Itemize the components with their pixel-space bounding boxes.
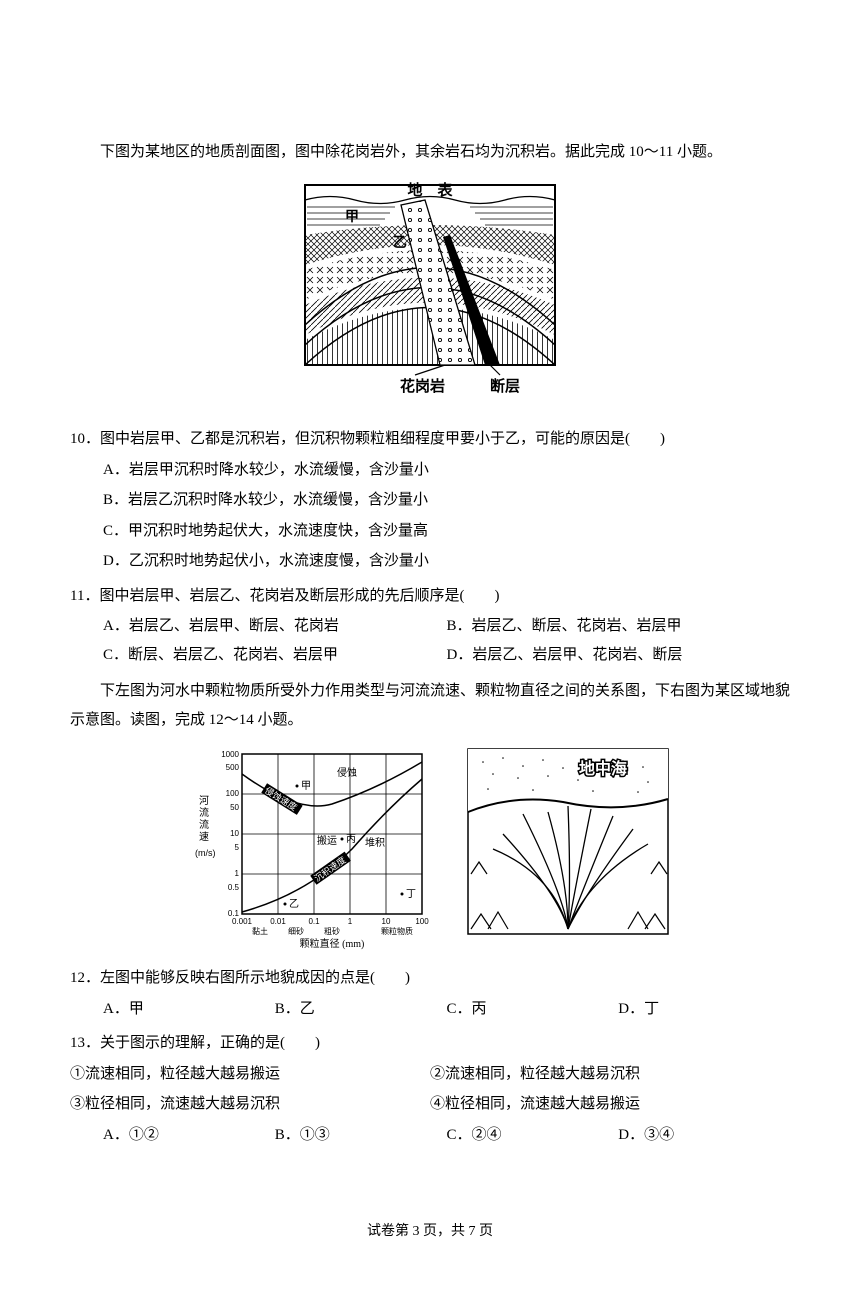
q10-opt-c[interactable]: C．甲沉积时地势起伏大，水流速度快，含沙量高 bbox=[103, 517, 790, 546]
figure-geology-cross-section: 地 表 bbox=[70, 175, 790, 416]
figure-pair-12-14: 侵蚀 搬运 堆积 侵蚀速度 沉积速度 甲 乙 丙 丁 1000 bbox=[70, 744, 790, 954]
svg-text:100: 100 bbox=[415, 917, 429, 926]
q11-stem: 11．图中岩层甲、岩层乙、花岗岩及断层形成的先后顺序是( ) bbox=[70, 582, 790, 611]
svg-text:河: 河 bbox=[199, 795, 209, 807]
point-ding: 丁 bbox=[406, 889, 416, 900]
q13-s3: ③粒径相同，流速越大越易沉积 bbox=[70, 1090, 430, 1119]
svg-text:100: 100 bbox=[226, 789, 240, 798]
svg-text:流: 流 bbox=[199, 818, 209, 831]
svg-text:1: 1 bbox=[348, 917, 353, 926]
passage-intro-10-11: 下图为某地区的地质剖面图，图中除花岗岩外，其余岩石均为沉积岩。据此完成 10～1… bbox=[70, 138, 790, 167]
q12-opt-d[interactable]: D．丁 bbox=[618, 995, 790, 1024]
q10-opt-a[interactable]: A．岩层甲沉积时降水较少，水流缓慢，含沙量小 bbox=[103, 456, 790, 485]
region-carry: 搬运 bbox=[317, 834, 337, 847]
svg-text:10: 10 bbox=[382, 917, 391, 926]
svg-text:10: 10 bbox=[230, 829, 239, 838]
q10-options: A．岩层甲沉积时降水较少，水流缓慢，含沙量小 B．岩层乙沉积时降水较少，水流缓慢… bbox=[103, 456, 790, 576]
q13-opt-a[interactable]: A．①② bbox=[103, 1121, 275, 1150]
point-jia: 甲 bbox=[301, 781, 311, 792]
q11-opt-c[interactable]: C．断层、岩层乙、花岗岩、岩层甲 bbox=[103, 641, 447, 670]
svg-text:颗粒物质: 颗粒物质 bbox=[381, 926, 413, 936]
q10-stem: 10．图中岩层甲、乙都是沉积岩，但沉积物颗粒粗细程度甲要小于乙，可能的原因是( … bbox=[70, 425, 790, 454]
label-granite: 花岗岩 bbox=[400, 377, 445, 395]
q12-stem: 12．左图中能够反映右图所示地貌成因的点是( ) bbox=[70, 964, 790, 993]
geology-svg: 地 表 bbox=[275, 175, 585, 405]
x-sublabels: 黏土 细砂 粗砂 颗粒物质 bbox=[252, 926, 413, 936]
y-ticks: 1000 500 100 50 10 5 1 0.5 0.1 bbox=[221, 750, 239, 918]
q10-opt-b[interactable]: B．岩层乙沉积时降水较少，水流缓慢，含沙量小 bbox=[103, 486, 790, 515]
q13-s4: ④粒径相同，流速越大越易搬运 bbox=[430, 1090, 790, 1119]
region-deposit: 堆积 bbox=[365, 837, 385, 849]
svg-text:0.1: 0.1 bbox=[309, 917, 321, 926]
delta-map: 地中海 bbox=[463, 744, 673, 944]
q12-options: A．甲 B．乙 C．丙 D．丁 bbox=[103, 995, 790, 1024]
x-axis-title: 颗粒直径 (mm) bbox=[300, 937, 365, 950]
svg-text:流: 流 bbox=[199, 806, 209, 819]
y-axis-title: 河 流 流 速 (m/s) bbox=[195, 795, 216, 858]
label-yi: 乙 bbox=[393, 235, 407, 251]
q13-statements: ①流速相同，粒径越大越易搬运 ②流速相同，粒径越大越易沉积 ③粒径相同，流速越大… bbox=[70, 1060, 790, 1119]
q13-options: A．①② B．①③ C．②④ D．③④ bbox=[103, 1121, 790, 1150]
svg-text:黏土: 黏土 bbox=[252, 926, 268, 936]
svg-text:细砂: 细砂 bbox=[288, 926, 304, 936]
x-ticks: 0.001 0.01 0.1 1 10 100 bbox=[232, 917, 429, 926]
svg-text:速: 速 bbox=[199, 831, 209, 843]
q11-opt-a[interactable]: A．岩层乙、岩层甲、断层、花岗岩 bbox=[103, 612, 447, 641]
q13-s2: ②流速相同，粒径越大越易沉积 bbox=[430, 1060, 790, 1089]
svg-text:5: 5 bbox=[235, 843, 240, 852]
point-yi: 乙 bbox=[289, 898, 299, 910]
label-jia: 甲 bbox=[345, 209, 359, 225]
q13-stem: 13．关于图示的理解，正确的是( ) bbox=[70, 1029, 790, 1058]
svg-text:0.01: 0.01 bbox=[270, 917, 286, 926]
q12-opt-c[interactable]: C．丙 bbox=[447, 995, 619, 1024]
q12-opt-b[interactable]: B．乙 bbox=[275, 995, 447, 1024]
q13-opt-d[interactable]: D．③④ bbox=[618, 1121, 790, 1150]
label-fault: 断层 bbox=[490, 377, 520, 395]
svg-text:500: 500 bbox=[226, 763, 240, 772]
page-footer: 试卷第 3 页，共 7 页 bbox=[70, 1219, 790, 1246]
svg-text:粗砂: 粗砂 bbox=[324, 926, 340, 936]
river-particle-chart: 侵蚀 搬运 堆积 侵蚀速度 沉积速度 甲 乙 丙 丁 1000 bbox=[187, 744, 447, 954]
q10-opt-d[interactable]: D．乙沉积时地势起伏小，水流速度慢，含沙量小 bbox=[103, 547, 790, 576]
q13-opt-c[interactable]: C．②④ bbox=[447, 1121, 619, 1150]
sea-title: 地中海 bbox=[573, 758, 633, 778]
svg-text:0.5: 0.5 bbox=[228, 883, 240, 892]
svg-text:地中海: 地中海 bbox=[579, 759, 627, 778]
svg-text:50: 50 bbox=[230, 803, 239, 812]
q13-opt-b[interactable]: B．①③ bbox=[275, 1121, 447, 1150]
svg-text:1: 1 bbox=[235, 869, 240, 878]
point-bing: 丙 bbox=[346, 834, 356, 845]
svg-text:(m/s): (m/s) bbox=[195, 848, 216, 858]
region-erode: 侵蚀 bbox=[337, 766, 357, 779]
q13-s1: ①流速相同，粒径越大越易搬运 bbox=[70, 1060, 430, 1089]
svg-text:1000: 1000 bbox=[221, 750, 239, 759]
q11-opt-d[interactable]: D．岩层乙、岩层甲、花岗岩、断层 bbox=[447, 641, 791, 670]
surface-label: 地 表 bbox=[407, 181, 453, 199]
q11-options: A．岩层乙、岩层甲、断层、花岗岩 B．岩层乙、断层、花岗岩、岩层甲 C．断层、岩… bbox=[103, 612, 790, 669]
q11-opt-b[interactable]: B．岩层乙、断层、花岗岩、岩层甲 bbox=[447, 612, 791, 641]
q12-opt-a[interactable]: A．甲 bbox=[103, 995, 275, 1024]
svg-text:0.001: 0.001 bbox=[232, 917, 253, 926]
passage-intro-12-14: 下左图为河水中颗粒物质所受外力作用类型与河流流速、颗粒物直径之间的关系图，下右图… bbox=[70, 677, 790, 734]
